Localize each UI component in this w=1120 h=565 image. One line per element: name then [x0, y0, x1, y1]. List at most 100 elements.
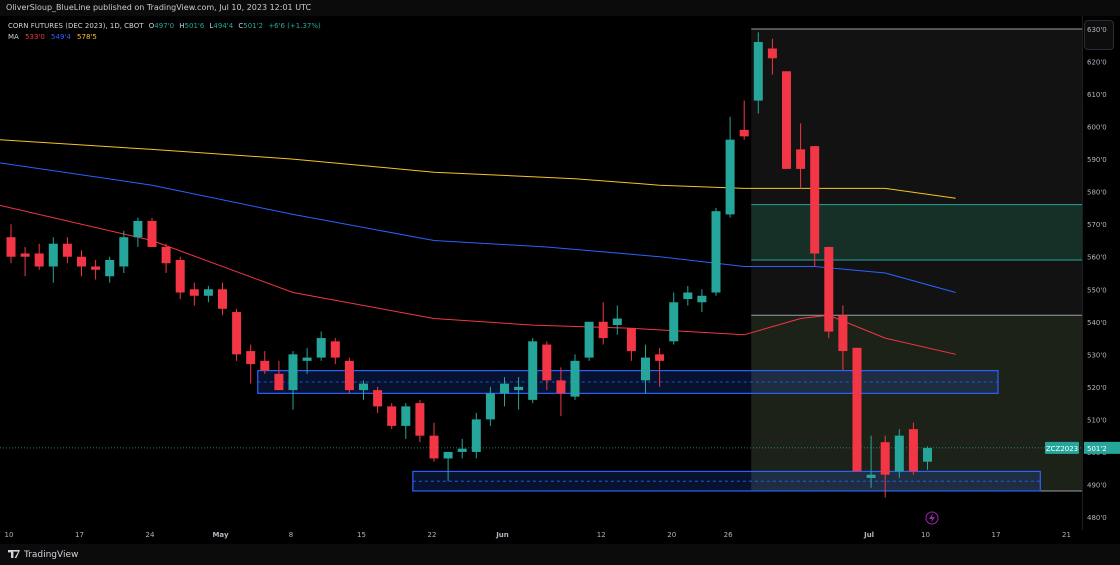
candle: [824, 246, 834, 339]
candle-body: [330, 341, 340, 358]
candle: [725, 116, 735, 218]
candle-body: [669, 302, 679, 342]
candle-body: [203, 289, 213, 296]
time-tick-label: 20: [667, 531, 676, 539]
candle: [6, 224, 16, 264]
candle: [443, 451, 453, 482]
candle: [344, 357, 354, 394]
price-tick-label: 490'0: [1087, 481, 1107, 489]
candle-body: [457, 448, 467, 452]
price-tick-label: 550'0: [1087, 286, 1107, 294]
tradingview-icon: [8, 550, 20, 558]
low-value: 494'4: [213, 22, 234, 30]
candle: [175, 256, 185, 300]
candle: [782, 71, 791, 169]
price-tick-label: 480'0: [1087, 514, 1107, 522]
candle: [556, 367, 566, 417]
candle: [260, 351, 270, 374]
tradingview-logo[interactable]: TradingView: [8, 550, 78, 560]
candle: [373, 386, 383, 413]
candle-body: [175, 259, 185, 293]
candle-body: [147, 220, 157, 247]
price-tick-label: 510'0: [1087, 416, 1107, 424]
last-price-badge-bg: [1084, 441, 1120, 454]
time-tick-label: May: [212, 531, 228, 539]
candle-body: [697, 295, 707, 303]
candle: [288, 351, 298, 410]
candle-body: [753, 42, 763, 101]
candle: [542, 341, 552, 391]
ma-legend[interactable]: MA 533'0 549'4 578'5: [8, 33, 101, 41]
candle: [91, 259, 101, 280]
candle: [62, 237, 72, 264]
candle-body: [62, 243, 72, 257]
candle: [767, 38, 777, 75]
symbol-tag-text: ZCZ2023: [1046, 445, 1078, 453]
candle-body: [260, 360, 270, 371]
open-value: 497'0: [154, 22, 175, 30]
symbol-title[interactable]: CORN FUTURES (DEC 2023), 1D, CBOT: [8, 22, 144, 30]
price-tick-label: 600'0: [1087, 124, 1107, 132]
close-label: C: [238, 22, 244, 30]
candle: [584, 321, 594, 361]
ma-label: MA: [8, 33, 19, 41]
time-tick-label: 10: [5, 531, 14, 539]
candle-body: [598, 321, 608, 339]
price-tick-label: 620'0: [1087, 59, 1107, 67]
candle: [232, 308, 242, 361]
time-tick-label: 12: [597, 531, 606, 539]
candle: [612, 305, 622, 335]
price-chart[interactable]: ZCZ2023: [0, 16, 1082, 530]
price-tick-label: 540'0: [1087, 319, 1107, 327]
candle: [683, 286, 693, 306]
candle: [471, 412, 481, 459]
last-price-badge-text: 501'2: [1087, 445, 1107, 453]
high-label: H: [179, 22, 185, 30]
candle-body: [683, 292, 693, 300]
ma-line: [0, 162, 956, 293]
candle: [189, 282, 199, 306]
candle-body: [852, 347, 862, 472]
candle-body: [359, 383, 368, 391]
candle: [316, 331, 326, 361]
symbol-tag: ZCZ2023: [1045, 441, 1079, 454]
candle-body: [612, 318, 622, 326]
price-axis[interactable]: 480'0490'0500'0510'0520'0530'0540'0550'0…: [1082, 16, 1120, 530]
candle-body: [528, 341, 538, 400]
candle-body: [542, 344, 552, 381]
candle-body: [133, 220, 143, 238]
candle: [908, 422, 918, 475]
time-tick-label: 17: [75, 531, 84, 539]
candle-body: [232, 312, 242, 355]
time-tick-label: Jun: [495, 531, 509, 539]
candle: [598, 302, 608, 345]
candle-body: [218, 289, 227, 309]
open-label: O: [148, 22, 155, 30]
candle: [429, 422, 439, 462]
ma-value-red: 533'0: [25, 33, 45, 41]
candle-body: [302, 357, 312, 361]
price-tick-label: 560'0: [1087, 254, 1107, 262]
candle-body: [880, 442, 890, 475]
candle-body: [500, 383, 509, 394]
ma-value-blue: 549'4: [51, 33, 71, 41]
chart-settings-button[interactable]: [1084, 20, 1114, 50]
candle: [359, 380, 368, 400]
candle-body: [6, 237, 16, 257]
candle: [753, 32, 763, 114]
symbol-tag-bg: [1045, 441, 1079, 454]
candle-body: [908, 429, 918, 472]
candle-body: [274, 373, 284, 391]
candle: [866, 435, 876, 488]
time-axis[interactable]: 10 17 24 May 8 15 22 Jun 12 20 26 Jul 10 17 21: [0, 530, 1082, 544]
candle-body: [316, 338, 326, 358]
candle: [415, 399, 425, 443]
candle: [274, 360, 284, 391]
candle-body: [471, 419, 481, 452]
candle: [528, 338, 538, 404]
candle: [655, 347, 665, 387]
time-tick-label: 15: [357, 531, 366, 539]
lightning-circle: [925, 511, 939, 525]
candle-body: [288, 354, 298, 391]
candle: [387, 403, 397, 430]
